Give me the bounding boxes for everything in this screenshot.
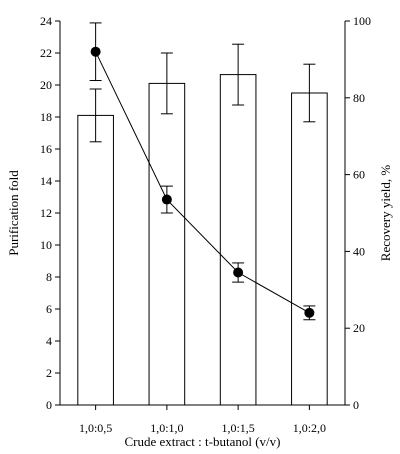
y-tick-label-4: 8	[46, 270, 52, 284]
bars-layer	[77, 74, 328, 406]
yield-point-1	[90, 46, 101, 57]
labels-layer: Crude extract : t-butanol (v/v) Purifica…	[6, 165, 393, 449]
y-tick-label-5: 10	[40, 238, 52, 252]
y2-tick-label-3: 60	[353, 168, 365, 182]
x-tick-label-2: 1,0:1,0	[150, 421, 183, 435]
bar-4	[291, 92, 328, 406]
x-axis-title: Crude extract : t-butanol (v/v)	[125, 434, 281, 449]
y-tick-label-1: 2	[46, 366, 52, 380]
yield-line	[95, 51, 310, 314]
bar-error-layer	[89, 43, 316, 143]
y2-tick-label-1: 20	[353, 321, 365, 335]
x-tick-label-1: 1,0:0,5	[79, 421, 112, 435]
y2-tick-label-4: 80	[353, 91, 365, 105]
axes-layer: 0246810121416182022240204060801001,0:0,5…	[40, 14, 371, 435]
x-tick-label-4: 1,0:2,0	[293, 421, 326, 435]
yield-point-4	[304, 307, 315, 318]
bar-3	[219, 74, 257, 406]
yield-point-3	[233, 267, 244, 278]
y2-axis-title: Recovery yield, %	[378, 165, 393, 262]
bar-2	[148, 82, 186, 406]
y-tick-label-9: 18	[40, 110, 52, 124]
y-axis-title: Purification fold	[6, 170, 21, 256]
y-tick-label-2: 4	[46, 334, 52, 348]
y-tick-label-6: 12	[40, 206, 52, 220]
y2-tick-label-0: 0	[353, 398, 359, 412]
y-tick-label-12: 24	[40, 14, 52, 28]
y-tick-label-10: 20	[40, 78, 52, 92]
yield-point-2	[161, 194, 172, 205]
y-tick-label-11: 22	[40, 46, 52, 60]
y-tick-label-0: 0	[46, 398, 52, 412]
yield-line-layer	[89, 22, 316, 321]
y-tick-label-3: 6	[46, 302, 52, 316]
y2-tick-label-5: 100	[353, 14, 371, 28]
y-tick-label-7: 14	[40, 174, 52, 188]
bar-1	[77, 114, 114, 406]
y-tick-label-8: 16	[40, 142, 52, 156]
y2-tick-label-2: 40	[353, 244, 365, 258]
x-tick-label-3: 1,0:1,5	[221, 421, 254, 435]
